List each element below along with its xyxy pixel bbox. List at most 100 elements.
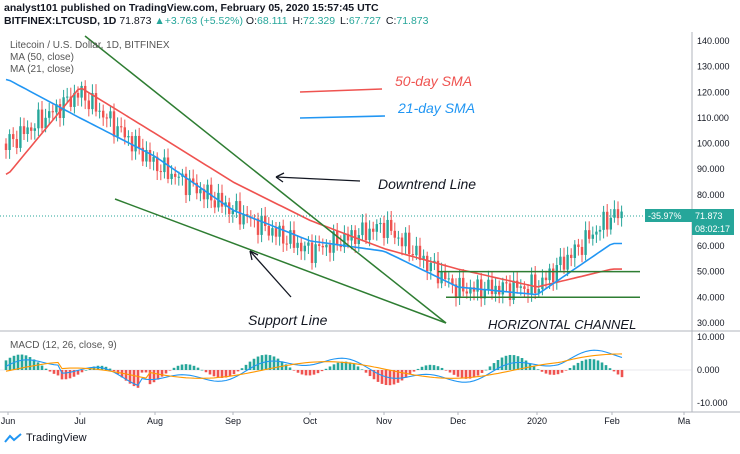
candle-body <box>426 255 429 272</box>
macd-histogram-bar <box>148 370 152 385</box>
macd-histogram-bar <box>540 370 544 372</box>
support-annotation: Support Line <box>248 312 328 328</box>
macd-histogram-bar <box>352 364 356 370</box>
candle-body <box>159 171 162 173</box>
macd-histogram-bar <box>408 370 412 375</box>
candle-body <box>163 157 166 173</box>
candle-body <box>429 262 432 272</box>
candle-body <box>148 149 152 162</box>
candle-body <box>303 245 306 252</box>
macd-histogram-bar <box>384 370 388 386</box>
macd-histogram-bar <box>160 370 164 377</box>
macd-histogram-bar <box>196 367 200 370</box>
macd-histogram-bar <box>568 368 572 370</box>
macd-histogram-bar <box>288 367 292 370</box>
macd-histogram-bar <box>444 370 448 371</box>
main-pane[interactable] <box>0 32 692 330</box>
countdown-tag <box>692 222 734 235</box>
candle-body <box>512 280 515 300</box>
countdown-tag-text: 08:02:17 <box>695 224 730 234</box>
macd-histogram-bar <box>28 357 32 370</box>
pct-tag-text: -35.97% <box>648 211 682 221</box>
candle-body <box>390 219 393 231</box>
macd-histogram-bar <box>516 356 520 370</box>
candle-body <box>368 228 371 241</box>
y-tick-label: 30.000 <box>697 318 725 328</box>
macd-histogram-bar <box>272 356 276 370</box>
macd-histogram-bar <box>60 370 64 380</box>
macd-histogram-bar <box>44 368 48 370</box>
macd-histogram-bar <box>244 364 248 370</box>
macd-histogram-bar <box>600 362 604 370</box>
macd-histogram-bar <box>96 365 100 370</box>
tradingview-logo[interactable]: TradingView <box>4 432 87 444</box>
candle-body <box>606 211 609 230</box>
macd-histogram-bar <box>316 370 320 374</box>
macd-histogram-bar <box>20 354 24 370</box>
y-tick-label: 100.000 <box>697 139 730 149</box>
candle-body <box>440 271 443 284</box>
y-tick-label: 60.000 <box>697 241 725 251</box>
macd-histogram-bar <box>248 361 252 370</box>
macd-histogram-bar <box>488 366 492 370</box>
candle-body <box>559 256 562 266</box>
macd-tick-0: 0.000 <box>697 365 720 375</box>
macd-histogram-bar <box>24 355 28 370</box>
x-tick-label: Ma <box>678 416 691 426</box>
up-arrow-icon: ▲ <box>154 15 165 27</box>
macd-histogram-bar <box>508 354 512 370</box>
candle-body <box>537 289 540 294</box>
candle-body <box>15 139 18 148</box>
candle-body <box>260 215 263 235</box>
candle-body <box>447 278 450 280</box>
macd-histogram-bar <box>252 358 256 370</box>
candle-body <box>462 277 465 292</box>
macd-histogram-bar <box>572 365 576 370</box>
macd-histogram-bar <box>524 360 528 370</box>
symbol: BITFINEX:LTCUSD, 1D <box>4 15 117 27</box>
macd-histogram-bar <box>308 370 312 376</box>
candle-body <box>580 246 584 255</box>
candle-body <box>321 245 324 248</box>
macd-histogram-bar <box>616 370 620 375</box>
macd-histogram-bar <box>420 366 424 370</box>
candle-body <box>364 222 368 241</box>
candle-body <box>91 93 94 110</box>
pct-tag <box>645 209 692 222</box>
candle-body <box>620 211 623 219</box>
macd-line <box>5 349 623 387</box>
candle-body <box>22 126 26 135</box>
y-tick-label: 120.000 <box>697 87 730 97</box>
y-tick-label: 130.000 <box>697 62 730 72</box>
macd-histogram-bar <box>192 365 196 370</box>
candle-body <box>530 274 533 294</box>
candle-body <box>451 278 454 285</box>
low-label: L: <box>340 15 349 27</box>
candle-body <box>555 265 558 283</box>
macd-histogram-bar <box>484 369 488 371</box>
candle-body <box>397 237 400 239</box>
candle-body <box>472 287 476 292</box>
candle-body <box>490 279 494 295</box>
macd-histogram-bar <box>608 368 612 370</box>
candle-body <box>235 201 238 211</box>
candle-body <box>314 244 317 263</box>
candle-body <box>138 135 141 148</box>
candle-body <box>307 242 310 246</box>
support-line <box>114 198 447 324</box>
macd-histogram-bar <box>16 354 20 370</box>
candle-body <box>595 231 598 235</box>
macd-histogram-bar <box>228 370 232 377</box>
candle-body <box>346 233 350 241</box>
candle-body <box>422 255 425 261</box>
candle-body <box>332 231 335 253</box>
macd-histogram-bar <box>176 365 180 370</box>
x-tick-label: Dec <box>450 416 467 426</box>
macd-histogram-bar <box>520 358 524 370</box>
y-tick-label: 140.000 <box>697 36 730 46</box>
macd-histogram-bar <box>48 370 52 372</box>
candle-body <box>109 111 112 119</box>
candle-body <box>573 244 576 259</box>
macd-histogram-bar <box>380 370 384 384</box>
